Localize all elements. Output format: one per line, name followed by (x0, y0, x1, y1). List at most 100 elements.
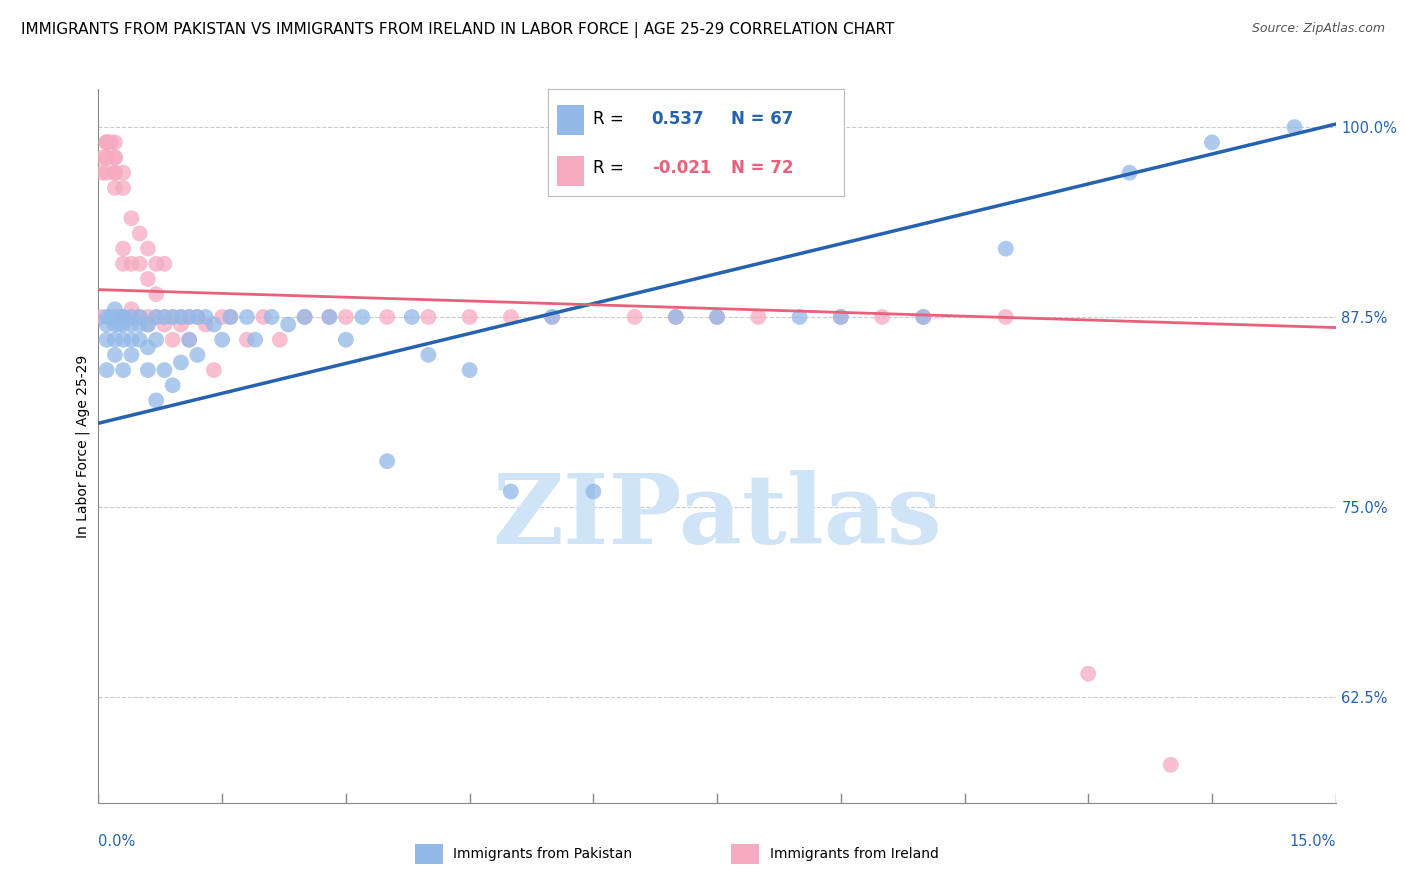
Point (120, 310, 142, 324)
Point (458, 363, 481, 377)
Point (112, 333, 135, 347)
Point (136, 310, 159, 324)
Point (318, 310, 340, 324)
Point (912, 310, 935, 324)
Text: Immigrants from Pakistan: Immigrants from Pakistan (453, 847, 633, 861)
Point (1201, 136, 1223, 150)
Point (136, 242, 159, 256)
Point (830, 310, 852, 324)
Point (153, 257, 176, 271)
Point (401, 310, 423, 324)
Point (96, 318, 118, 332)
Point (153, 363, 176, 377)
Point (153, 318, 176, 332)
Point (170, 310, 193, 324)
Point (665, 310, 688, 324)
Point (277, 318, 299, 332)
Point (236, 310, 259, 324)
Point (219, 310, 242, 324)
Point (112, 242, 135, 256)
Point (1160, 757, 1182, 772)
Point (162, 310, 184, 324)
Point (236, 333, 259, 347)
Point (112, 310, 135, 324)
Point (458, 310, 481, 324)
Point (128, 333, 150, 347)
Point (128, 318, 150, 332)
Point (112, 181, 135, 195)
Point (108, 310, 131, 324)
Point (202, 363, 225, 377)
Point (153, 310, 176, 324)
Point (870, 310, 893, 324)
Point (104, 151, 127, 165)
Point (912, 310, 935, 324)
Point (96, 136, 118, 150)
Point (145, 310, 167, 324)
Point (352, 310, 374, 324)
Point (136, 318, 159, 332)
Point (830, 310, 852, 324)
Point (747, 310, 769, 324)
Point (112, 166, 135, 180)
Point (375, 454, 398, 468)
Point (120, 310, 142, 324)
Point (104, 302, 127, 317)
Text: Immigrants from Ireland: Immigrants from Ireland (770, 847, 939, 861)
Point (100, 310, 122, 324)
Point (96, 151, 118, 165)
Point (1284, 120, 1306, 135)
Point (582, 484, 605, 499)
Point (90, 310, 112, 324)
Point (541, 310, 564, 324)
Point (162, 333, 184, 347)
Point (623, 310, 645, 324)
Point (211, 310, 233, 324)
Point (145, 287, 167, 301)
Point (96, 136, 118, 150)
Point (170, 318, 193, 332)
Point (1118, 166, 1140, 180)
Point (145, 333, 167, 347)
Point (145, 393, 167, 408)
Point (994, 310, 1017, 324)
Text: -0.021: -0.021 (652, 160, 711, 178)
Point (211, 333, 233, 347)
Point (318, 310, 340, 324)
Point (96, 333, 118, 347)
Point (186, 310, 208, 324)
Point (418, 310, 440, 324)
Text: R =: R = (593, 111, 628, 128)
Point (789, 310, 811, 324)
Text: IMMIGRANTS FROM PAKISTAN VS IMMIGRANTS FROM IRELAND IN LABOR FORCE | AGE 25-29 C: IMMIGRANTS FROM PAKISTAN VS IMMIGRANTS F… (21, 22, 894, 38)
Point (120, 302, 142, 317)
Point (100, 136, 122, 150)
Text: N = 67: N = 67 (731, 111, 794, 128)
Text: R =: R = (593, 160, 628, 178)
Point (243, 333, 266, 347)
Bar (557, 105, 583, 136)
Point (269, 333, 291, 347)
Text: Source: ZipAtlas.com: Source: ZipAtlas.com (1251, 22, 1385, 36)
Point (706, 310, 728, 324)
Point (91, 151, 114, 165)
Point (994, 242, 1017, 256)
Point (120, 257, 142, 271)
Point (186, 310, 208, 324)
Point (120, 348, 142, 362)
Point (136, 318, 159, 332)
Point (186, 348, 208, 362)
Point (112, 257, 135, 271)
Point (179, 333, 201, 347)
Point (112, 310, 135, 324)
Bar (415, 844, 443, 864)
Point (104, 136, 127, 150)
Text: ZIPatlas: ZIPatlas (492, 470, 942, 565)
Point (96, 310, 118, 324)
Point (194, 310, 217, 324)
Point (194, 318, 217, 332)
Point (499, 310, 522, 324)
Point (108, 318, 131, 332)
Point (162, 378, 184, 392)
Point (1077, 666, 1099, 681)
